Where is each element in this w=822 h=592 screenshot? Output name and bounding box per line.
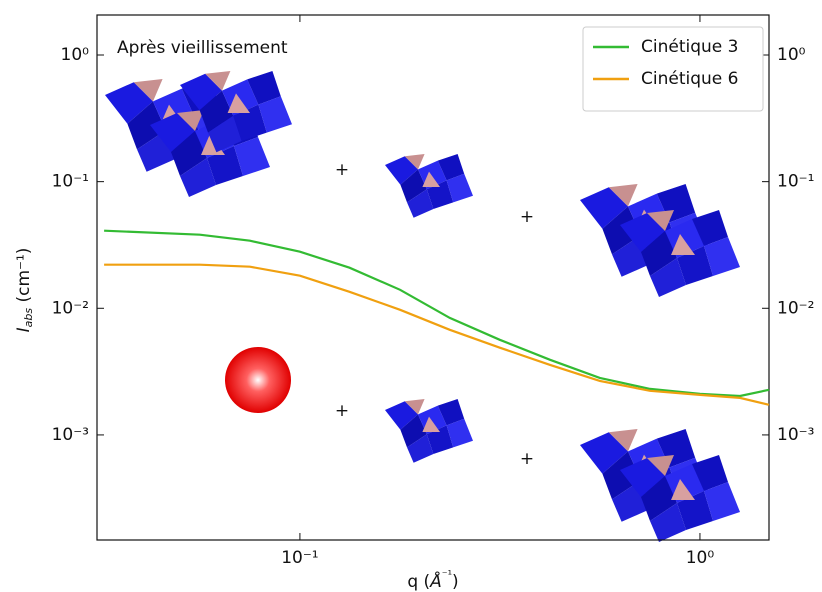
cluster bbox=[385, 154, 473, 218]
legend-label: Cinétique 3 bbox=[641, 37, 738, 57]
y-tick-label: 10⁻¹ bbox=[52, 172, 89, 192]
x-tick-label: 10⁻¹ bbox=[281, 548, 318, 568]
data-line bbox=[104, 229, 770, 398]
y-axis-label: Iabs (cm⁻¹) bbox=[14, 248, 35, 333]
y-tick-label: 10⁻¹ bbox=[777, 172, 814, 192]
y-tick-label: 10⁻² bbox=[52, 298, 89, 318]
plot-frame bbox=[96, 14, 770, 541]
y-tick-label: 10⁰ bbox=[61, 45, 90, 65]
y-tick-label: 10⁻³ bbox=[777, 425, 814, 445]
y-tick-label: 10⁰ bbox=[777, 45, 806, 65]
x-axis-label: q (Å⁻¹) bbox=[407, 568, 458, 592]
x-tick-label: 10⁰ bbox=[686, 548, 715, 568]
plus-sign: + bbox=[335, 401, 349, 421]
y-tick-label: 10⁻³ bbox=[52, 425, 89, 445]
legend-label: Cinétique 6 bbox=[641, 69, 738, 89]
plus-sign: + bbox=[520, 449, 534, 469]
cluster bbox=[385, 399, 473, 463]
data-line bbox=[104, 263, 770, 406]
y-tick-label: 10⁻² bbox=[777, 298, 814, 318]
illustrations bbox=[105, 71, 740, 542]
legend: Cinétique 3 Cinétique 6 bbox=[582, 26, 764, 112]
plus-sign: + bbox=[335, 160, 349, 180]
plus-sign: + bbox=[520, 207, 534, 227]
annotation: Après vieillissement bbox=[117, 38, 288, 58]
sphere bbox=[225, 347, 291, 413]
